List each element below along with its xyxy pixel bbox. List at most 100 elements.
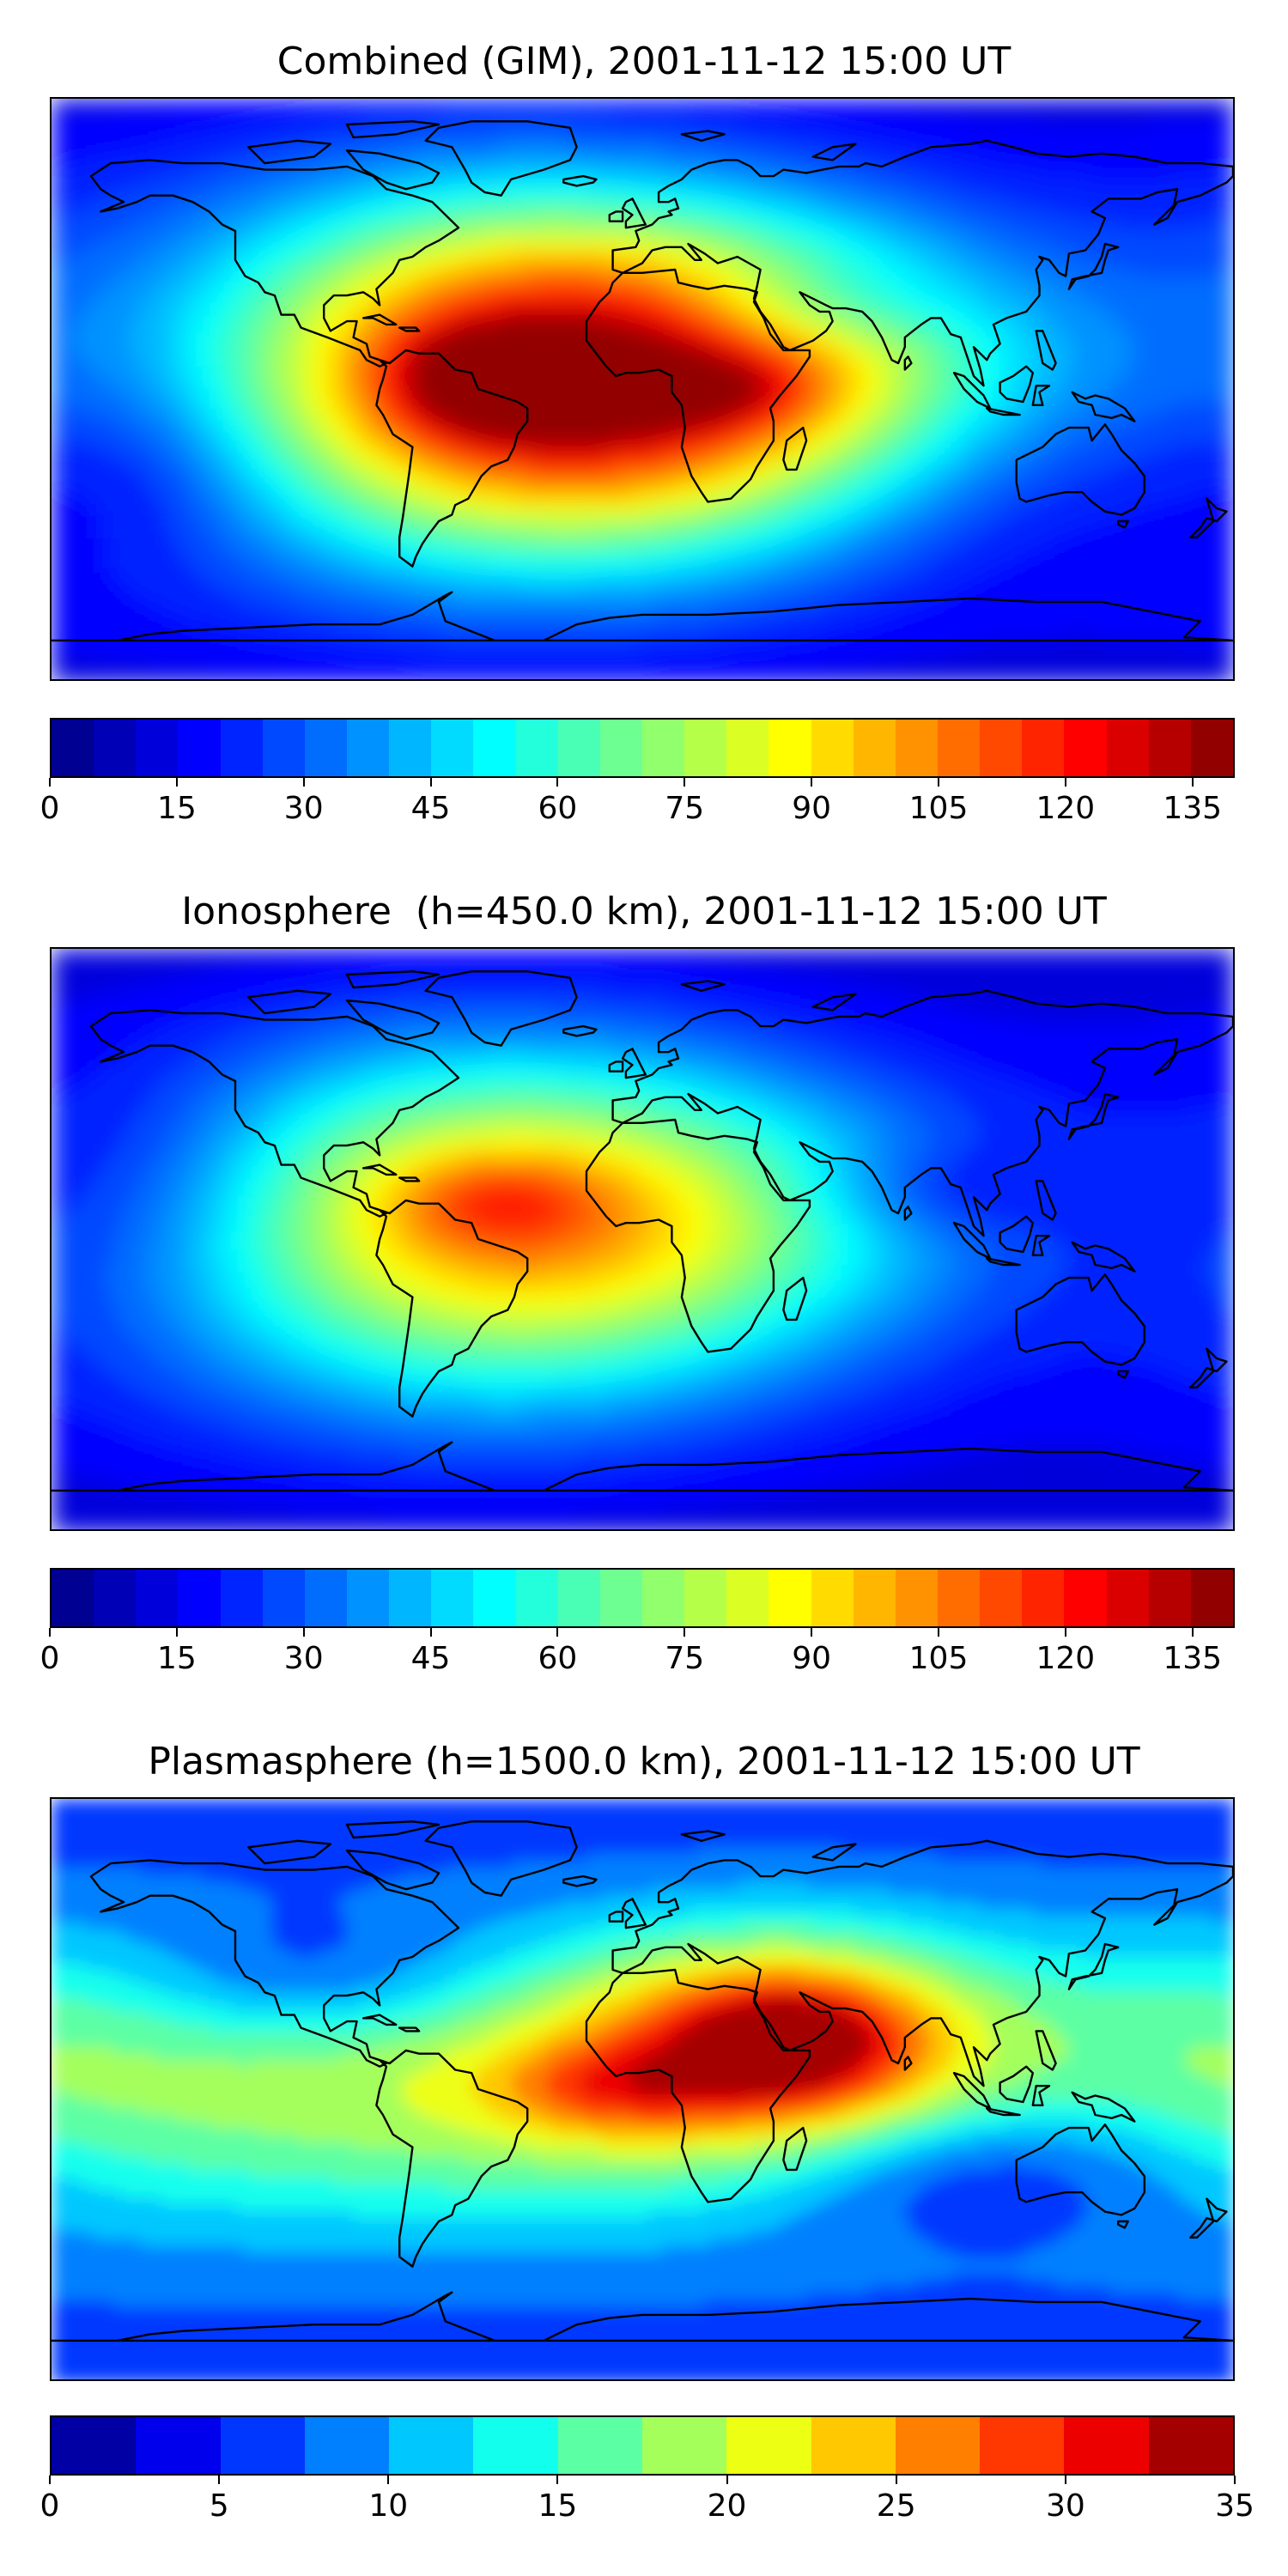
- combined-colorbar-scale: [50, 718, 1235, 778]
- colorbar-level: [896, 2417, 980, 2474]
- colorbar-tick-mark: [811, 1628, 812, 1637]
- colorbar-tick-label: 120: [1036, 793, 1095, 824]
- colorbar-level: [600, 1570, 642, 1626]
- colorbar-level: [263, 1570, 305, 1626]
- colorbar-level: [516, 720, 558, 776]
- ionosphere-panel-title: Ionosphere (h=450.0 km), 2001-11-12 15:0…: [0, 893, 1288, 931]
- colorbar-level: [1191, 1570, 1233, 1626]
- colorbar-tick-label: 25: [877, 2491, 916, 2522]
- colorbar-tick-label: 30: [284, 1643, 324, 1674]
- colorbar-level: [854, 720, 896, 776]
- colorbar-tick-label: 0: [40, 2491, 60, 2522]
- colorbar-tick-mark: [303, 778, 305, 787]
- plasmasphere-colorbar-scale: [50, 2415, 1235, 2476]
- colorbar-level: [896, 1570, 938, 1626]
- colorbar-level: [389, 720, 431, 776]
- colorbar-level: [769, 720, 811, 776]
- colorbar-level: [1064, 1570, 1106, 1626]
- colorbar-level: [473, 2417, 557, 2474]
- colorbar-level: [1064, 720, 1106, 776]
- colorbar-tick-mark: [556, 1628, 558, 1637]
- colorbar-tick-mark: [430, 1628, 432, 1637]
- colorbar-level: [52, 2417, 136, 2474]
- colorbar-tick-mark: [896, 2476, 897, 2484]
- colorbar-level: [52, 720, 94, 776]
- colorbar-level: [811, 1570, 854, 1626]
- combined-map-svg: [52, 99, 1233, 679]
- combined-panel-title: Combined (GIM), 2001-11-12 15:00 UT: [0, 43, 1288, 81]
- ionosphere-map: [50, 947, 1235, 1531]
- colorbar-level: [684, 1570, 726, 1626]
- colorbar-level: [221, 2417, 305, 2474]
- colorbar-level: [347, 720, 389, 776]
- combined-map: [50, 97, 1235, 681]
- colorbar-level: [980, 2417, 1064, 2474]
- ionosphere-contour-field: [52, 949, 1233, 1529]
- colorbar-level: [726, 720, 769, 776]
- colorbar-level: [558, 1570, 600, 1626]
- colorbar-tick-mark: [683, 778, 685, 787]
- colorbar-level: [389, 1570, 431, 1626]
- colorbar-level: [136, 1570, 178, 1626]
- colorbar-tick-mark: [726, 2476, 728, 2484]
- colorbar-level: [1022, 1570, 1064, 1626]
- colorbar-tick-label: 45: [411, 1643, 451, 1674]
- colorbar-tick-label: 15: [157, 1643, 197, 1674]
- colorbar-tick-label: 15: [538, 2491, 578, 2522]
- colorbar-tick-label: 5: [210, 2491, 229, 2522]
- colorbar-tick-label: 30: [284, 793, 324, 824]
- colorbar-level: [1149, 720, 1191, 776]
- colorbar-level: [305, 2417, 389, 2474]
- colorbar-tick-label: 45: [411, 793, 451, 824]
- colorbar-level: [305, 720, 347, 776]
- colorbar-level: [136, 2417, 220, 2474]
- colorbar-tick-mark: [1065, 778, 1066, 787]
- colorbar-tick-mark: [556, 2476, 558, 2484]
- colorbar-tick-label: 120: [1036, 1643, 1095, 1674]
- colorbar-level: [726, 2417, 811, 2474]
- colorbar-tick-label: 75: [665, 793, 704, 824]
- combined-colorbar: 0 15 30 45 60 75 90 105 120 135: [50, 718, 1235, 778]
- colorbar-level: [642, 1570, 684, 1626]
- colorbar-level: [854, 1570, 896, 1626]
- colorbar-level: [811, 720, 854, 776]
- colorbar-level: [516, 1570, 558, 1626]
- colorbar-level: [769, 1570, 811, 1626]
- colorbar-level: [94, 1570, 136, 1626]
- colorbar-tick-mark: [49, 778, 51, 787]
- plasmasphere-contour-field: [52, 1799, 1233, 2379]
- combined-contour-field: [52, 99, 1233, 679]
- colorbar-tick-label: 35: [1215, 2491, 1255, 2522]
- colorbar-level: [178, 720, 220, 776]
- colorbar-level: [1149, 1570, 1191, 1626]
- colorbar-tick-label: 75: [665, 1643, 704, 1674]
- colorbar-tick-mark: [49, 2476, 51, 2484]
- colorbar-tick-mark: [1192, 778, 1194, 787]
- plasmasphere-map: [50, 1797, 1235, 2381]
- colorbar-tick-mark: [1234, 2476, 1236, 2484]
- colorbar-level: [558, 2417, 642, 2474]
- colorbar-tick-mark: [218, 2476, 220, 2484]
- colorbar-level: [642, 720, 684, 776]
- colorbar-level: [642, 2417, 726, 2474]
- colorbar-tick-mark: [49, 1628, 51, 1637]
- colorbar-level: [938, 720, 980, 776]
- colorbar-tick-label: 15: [157, 793, 197, 824]
- colorbar-tick-mark: [176, 778, 178, 787]
- colorbar-level: [684, 720, 726, 776]
- colorbar-tick-mark: [556, 778, 558, 787]
- colorbar-level: [473, 1570, 515, 1626]
- colorbar-tick-label: 60: [538, 1643, 578, 1674]
- colorbar-level: [431, 720, 473, 776]
- colorbar-tick-mark: [176, 1628, 178, 1637]
- colorbar-level: [305, 1570, 347, 1626]
- colorbar-tick-mark: [938, 1628, 939, 1637]
- colorbar-tick-mark: [683, 1628, 685, 1637]
- colorbar-level: [473, 720, 515, 776]
- colorbar-level: [896, 720, 938, 776]
- colorbar-tick-label: 20: [708, 2491, 747, 2522]
- ionosphere-colorbar-scale: [50, 1568, 1235, 1628]
- colorbar-tick-mark: [811, 778, 812, 787]
- colorbar-level: [136, 720, 178, 776]
- colorbar-tick-label: 0: [40, 1643, 60, 1674]
